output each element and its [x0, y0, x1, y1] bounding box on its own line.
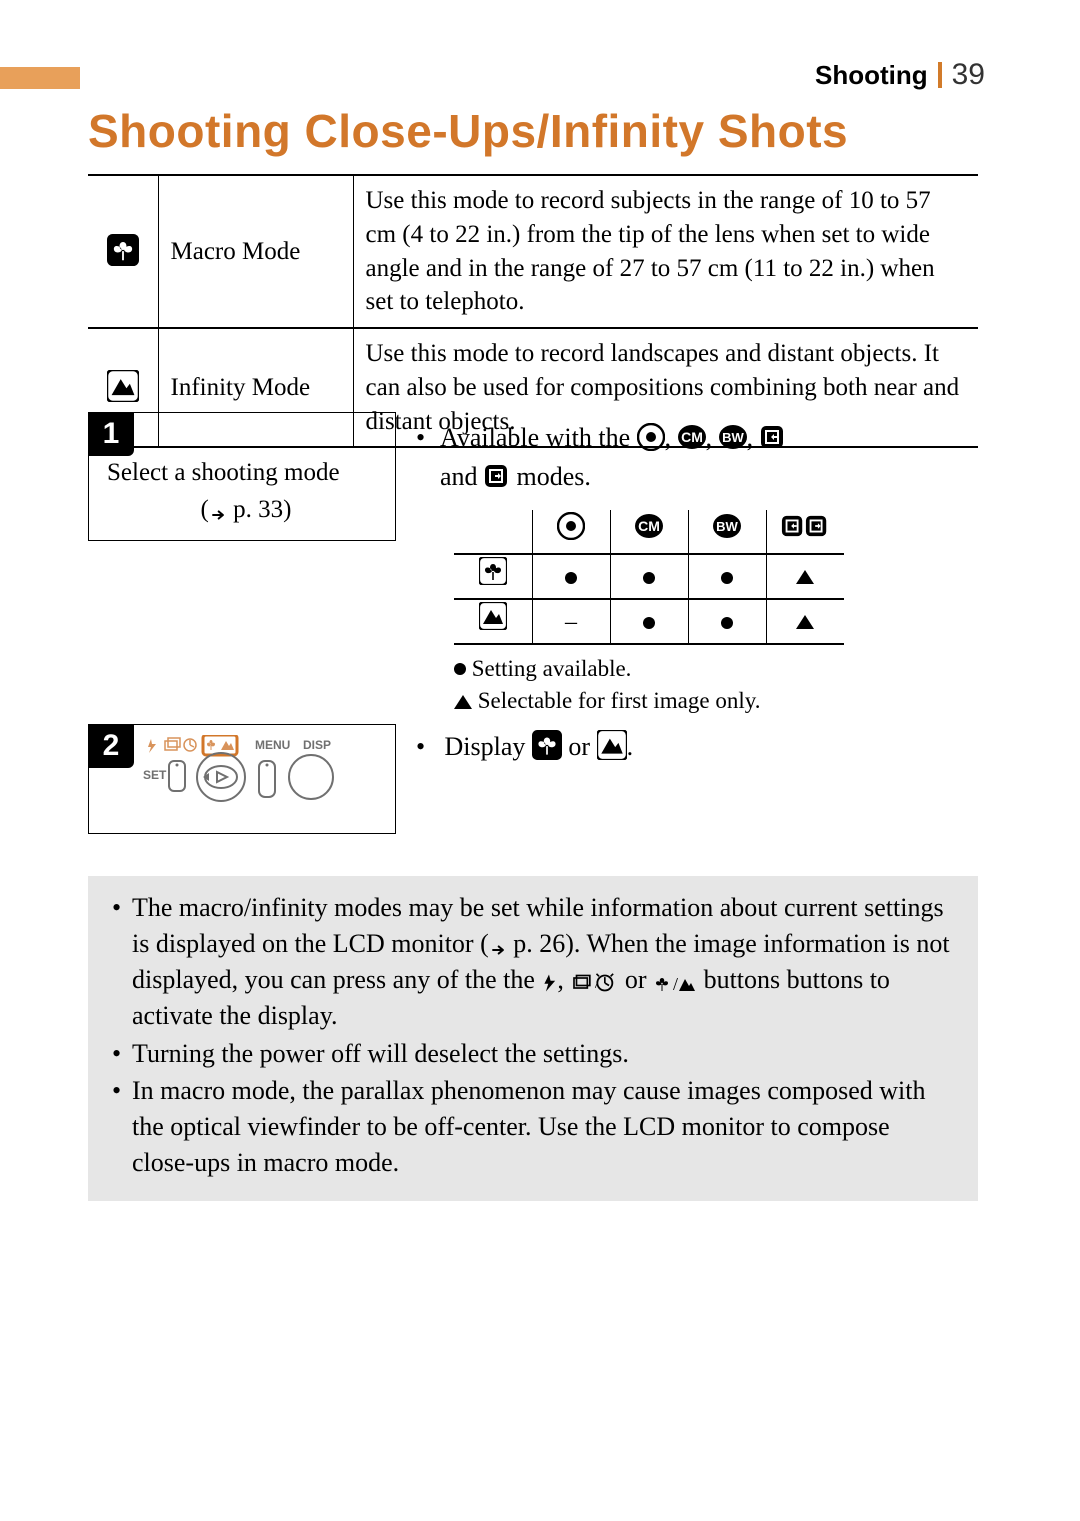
- page-header: Shooting 39: [815, 58, 985, 92]
- mode-name: Macro Mode: [158, 175, 353, 328]
- or-word: or: [568, 732, 590, 761]
- cm-mode-icon: [678, 423, 706, 451]
- stitch-mode-icon: [760, 423, 786, 451]
- page-number: 39: [952, 58, 985, 92]
- legend: Setting available. Selectable for first …: [454, 653, 976, 717]
- availability-table: –: [454, 510, 844, 645]
- avail-modes-word: modes.: [517, 462, 591, 491]
- col-stitch: [766, 510, 844, 554]
- avail-cell: [688, 599, 766, 644]
- svg-text:SET: SET: [143, 768, 167, 782]
- col-cm: [610, 510, 688, 554]
- availability-block: • Available with the , , , and modes.: [416, 418, 976, 717]
- avail-cell: [688, 554, 766, 599]
- avail-prefix: Available with the: [440, 423, 630, 452]
- legend-dot-text: Setting available.: [472, 656, 632, 681]
- flash-icon: [541, 973, 557, 993]
- header-section: Shooting: [815, 60, 928, 91]
- table-row: Macro Mode Use this mode to record subje…: [88, 175, 978, 328]
- display-instruction: • Display or .: [416, 730, 976, 762]
- col-bw: [688, 510, 766, 554]
- svg-text:MENU: MENU: [255, 738, 290, 752]
- macro-infinity-pair-icon: [653, 975, 697, 993]
- avail-cell: [610, 554, 688, 599]
- note-item: The macro/infinity modes may be set whil…: [112, 890, 958, 1034]
- avail-cell: [766, 599, 844, 644]
- row-infinity-icon: [454, 599, 532, 644]
- bw-mode-icon: [719, 423, 747, 451]
- page-title: Shooting Close-Ups/Infinity Shots: [88, 104, 848, 158]
- svg-text:DISP: DISP: [303, 738, 331, 752]
- step-number-badge: 1: [88, 412, 134, 456]
- table-row: –: [454, 599, 844, 644]
- avail-cell: –: [532, 599, 610, 644]
- avail-cell: [766, 554, 844, 599]
- avail-and: and: [440, 462, 478, 491]
- side-tab-orange: [0, 67, 80, 89]
- avail-cell: [610, 599, 688, 644]
- camera-back-illustration: MENU DISP SET: [143, 735, 383, 825]
- table-row: [454, 554, 844, 599]
- legend-tri-text: Selectable for first image only.: [478, 688, 761, 713]
- notes-box: The macro/infinity modes may be set whil…: [88, 876, 978, 1201]
- display-word: Display: [445, 732, 526, 761]
- note-item: In macro mode, the parallax phenomenon m…: [112, 1073, 958, 1181]
- mode-desc: Use this mode to record subjects in the …: [353, 175, 978, 328]
- row-macro-icon: [454, 554, 532, 599]
- step-1-box: 1 Select a shooting mode ( p. 33): [88, 412, 396, 541]
- header-divider: [938, 62, 942, 88]
- col-rec: [532, 510, 610, 554]
- infinity-icon: [597, 730, 627, 760]
- step-2-box: 2 MENU DISP SET: [88, 724, 396, 834]
- step-number-badge: 2: [88, 724, 134, 768]
- note-item: Turning the power off will deselect the …: [112, 1036, 958, 1072]
- step1-text: Select a shooting mode: [107, 459, 340, 486]
- mode-table: Macro Mode Use this mode to record subje…: [88, 174, 978, 448]
- continuous-timer-icon: [570, 973, 618, 993]
- step1-pageref: ( p. 33): [107, 494, 385, 527]
- stitch2-mode-icon: [484, 462, 510, 490]
- macro-icon: [88, 175, 158, 328]
- avail-cell: [532, 554, 610, 599]
- rec-mode-icon: [637, 423, 665, 451]
- macro-icon: [532, 730, 562, 760]
